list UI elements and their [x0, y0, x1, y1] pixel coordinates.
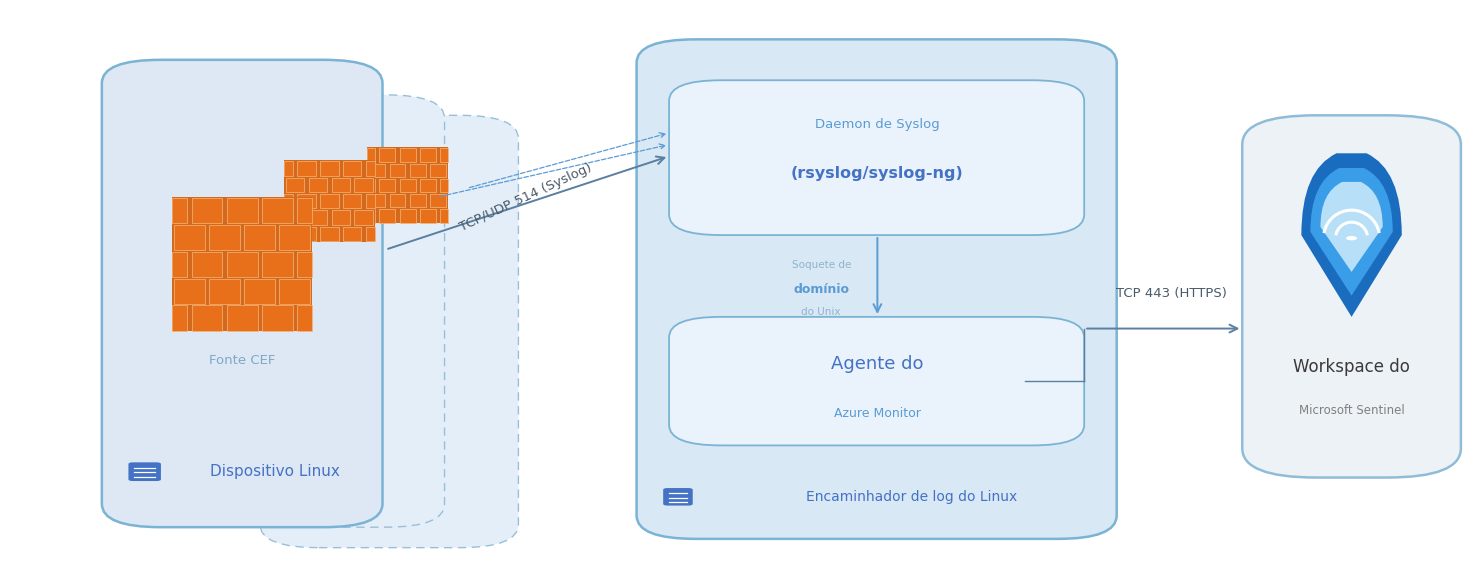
Bar [366, 227, 374, 241]
FancyBboxPatch shape [102, 60, 382, 527]
Bar [367, 209, 374, 222]
Bar [284, 161, 293, 176]
Bar [354, 177, 373, 192]
Bar [332, 177, 349, 192]
Bar [209, 225, 240, 250]
FancyBboxPatch shape [1242, 115, 1461, 478]
Text: (rsyslog/syslog-ng): (rsyslog/syslog-ng) [790, 166, 963, 181]
Bar [320, 227, 339, 241]
Text: Encaminhador de log do Linux: Encaminhador de log do Linux [807, 490, 1018, 504]
Bar [297, 198, 312, 223]
Bar [297, 252, 312, 277]
Bar [226, 252, 258, 277]
Bar [379, 209, 395, 222]
Bar [367, 149, 374, 162]
Bar [262, 305, 293, 330]
Bar [284, 194, 293, 208]
Bar [366, 194, 374, 208]
Bar [175, 279, 204, 303]
Bar [369, 194, 385, 207]
Bar [244, 225, 275, 250]
PathPatch shape [1301, 153, 1402, 317]
Text: Soquete de: Soquete de [792, 261, 851, 271]
Bar [280, 279, 311, 303]
FancyBboxPatch shape [129, 463, 161, 481]
Bar [366, 161, 374, 176]
Bar [280, 225, 311, 250]
Bar [286, 177, 305, 192]
Bar [172, 197, 312, 332]
Bar [410, 164, 426, 177]
Bar [309, 177, 327, 192]
Bar [320, 161, 339, 176]
Bar [172, 198, 188, 223]
Bar [389, 194, 406, 207]
Bar [262, 198, 293, 223]
Bar [420, 209, 437, 222]
Bar [192, 252, 222, 277]
Text: Workspace do: Workspace do [1294, 357, 1410, 376]
Bar [400, 149, 416, 162]
Bar [379, 149, 395, 162]
Text: TCP/UDP 514 (Syslog): TCP/UDP 514 (Syslog) [457, 161, 593, 234]
Bar [309, 210, 327, 225]
Bar [400, 209, 416, 222]
FancyBboxPatch shape [260, 115, 518, 548]
Bar [354, 210, 373, 225]
Bar [420, 149, 437, 162]
Bar [320, 194, 339, 208]
Bar [297, 194, 315, 208]
Bar [286, 210, 305, 225]
Bar [369, 164, 385, 177]
PathPatch shape [1320, 182, 1382, 272]
Bar [367, 178, 374, 192]
Bar [297, 305, 312, 330]
Text: Microsoft Sentinel: Microsoft Sentinel [1298, 404, 1405, 417]
FancyBboxPatch shape [186, 95, 444, 527]
FancyBboxPatch shape [669, 80, 1085, 235]
Text: Azure Monitor: Azure Monitor [833, 407, 921, 420]
Text: TCP 443 (HTTPS): TCP 443 (HTTPS) [1116, 287, 1227, 300]
Bar [343, 194, 361, 208]
Bar [192, 305, 222, 330]
Bar [332, 210, 349, 225]
Bar [244, 279, 275, 303]
Text: domínio: domínio [793, 283, 850, 296]
Bar [209, 279, 240, 303]
Bar [175, 225, 204, 250]
Bar [226, 198, 258, 223]
Bar [192, 198, 222, 223]
Bar [420, 178, 437, 192]
Bar [441, 209, 448, 222]
Bar [400, 178, 416, 192]
FancyBboxPatch shape [669, 317, 1085, 446]
Circle shape [1345, 236, 1357, 240]
FancyBboxPatch shape [663, 488, 693, 505]
Bar [343, 227, 361, 241]
Bar [367, 147, 448, 224]
Bar [441, 149, 448, 162]
Bar [297, 161, 315, 176]
Bar [172, 252, 188, 277]
Bar [410, 194, 426, 207]
Text: Daemon de Syslog: Daemon de Syslog [815, 117, 940, 130]
Bar [172, 305, 188, 330]
Bar [431, 164, 445, 177]
Bar [441, 178, 448, 192]
Text: Fonte CEF: Fonte CEF [209, 354, 275, 367]
Bar [226, 305, 258, 330]
FancyBboxPatch shape [636, 39, 1117, 539]
Bar [284, 160, 374, 242]
Bar [343, 161, 361, 176]
Bar [297, 227, 315, 241]
Text: Dispositivo Linux: Dispositivo Linux [210, 464, 339, 479]
Bar [389, 164, 406, 177]
Bar [262, 252, 293, 277]
PathPatch shape [1310, 168, 1393, 296]
Bar [284, 227, 293, 241]
Bar [431, 194, 445, 207]
Text: do Unix: do Unix [802, 307, 841, 317]
Bar [379, 178, 395, 192]
Text: Agente do: Agente do [832, 355, 924, 373]
